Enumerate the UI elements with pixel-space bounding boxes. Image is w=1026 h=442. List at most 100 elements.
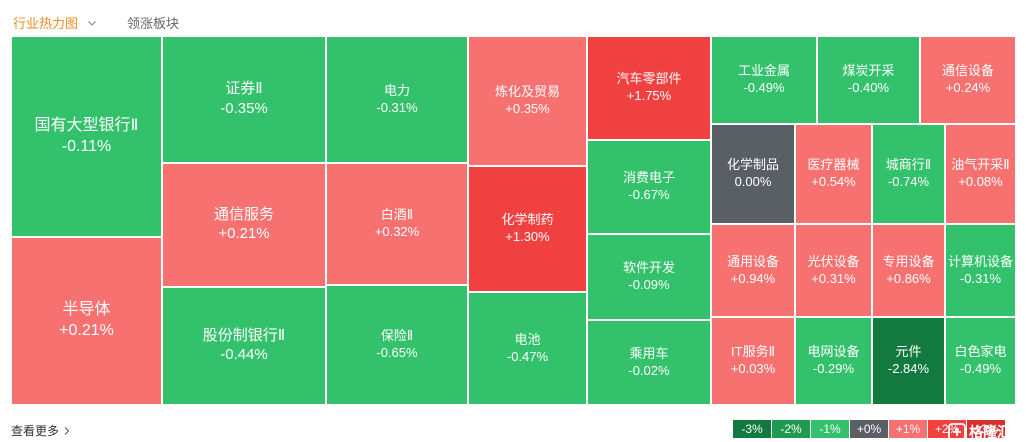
treemap-tile[interactable]: 股份制银行Ⅱ -0.44%: [162, 287, 326, 405]
legend-segment: +1%: [889, 420, 928, 438]
tile-sector-name: 煤炭开采: [842, 63, 895, 79]
treemap-tile[interactable]: 白色家电 -0.49%: [945, 317, 1016, 405]
treemap-tile[interactable]: 白酒Ⅱ +0.32%: [326, 163, 468, 285]
treemap-tile[interactable]: 半导体 +0.21%: [11, 237, 162, 405]
treemap-tile[interactable]: 软件开发 -0.09%: [587, 234, 711, 320]
tile-sector-name: 白酒Ⅱ: [380, 207, 414, 223]
treemap-tile[interactable]: 乘用车 -0.02%: [587, 320, 711, 405]
treemap-tile[interactable]: 通用设备 +0.94%: [711, 224, 795, 317]
tile-change-value: -0.09%: [628, 277, 670, 293]
watermark-logo: 格隆汇: [948, 421, 1011, 442]
treemap-tile[interactable]: 化学制药 +1.30%: [468, 166, 587, 292]
tile-change-value: +0.21%: [59, 322, 114, 340]
tile-sector-name: 半导体: [62, 301, 111, 319]
treemap-tile[interactable]: 化学制品 0.00%: [711, 124, 795, 224]
tile-change-value: -0.44%: [220, 346, 268, 364]
view-more-label: 查看更多: [11, 424, 60, 438]
tile-sector-name: 通用设备: [726, 253, 779, 269]
legend-segment: -3%: [733, 420, 772, 438]
tab-leading-sectors[interactable]: 领涨板块: [127, 16, 180, 31]
tile-change-value: -0.31%: [376, 99, 418, 115]
tile-change-value: +0.03%: [730, 361, 776, 377]
tile-change-value: -0.40%: [847, 80, 890, 96]
tile-change-value: -0.29%: [812, 361, 855, 377]
tile-sector-name: 通信设备: [941, 63, 994, 79]
tile-sector-name: 工业金属: [737, 63, 790, 79]
tile-change-value: -0.11%: [61, 137, 112, 155]
treemap-tile[interactable]: 通信设备 +0.24%: [920, 36, 1016, 124]
tile-sector-name: 白色家电: [954, 344, 1007, 360]
treemap-tile[interactable]: 汽车零部件 +1.75%: [587, 36, 711, 140]
tile-sector-name: 消费电子: [622, 170, 675, 186]
tile-sector-name: 元件: [895, 344, 922, 360]
treemap-tile[interactable]: 国有大型银行Ⅱ -0.11%: [11, 36, 162, 237]
tile-sector-name: 计算机设备: [947, 253, 1013, 269]
tile-change-value: -0.74%: [887, 174, 930, 190]
watermark-text: 格隆汇: [969, 424, 1011, 440]
treemap-tile[interactable]: 煤炭开采 -0.40%: [817, 36, 920, 124]
bottom-bar: 查看更多 -3% -2% -1% +0% +1% +2% +3% 格隆汇: [0, 412, 1026, 442]
tile-change-value: +0.35%: [505, 101, 550, 117]
chevron-down-icon[interactable]: [86, 17, 98, 29]
tile-change-value: +0.08%: [958, 174, 1003, 190]
tile-change-value: +1.75%: [626, 88, 672, 104]
treemap-tile[interactable]: 电池 -0.47%: [468, 292, 587, 405]
treemap-tile[interactable]: 电网设备 -0.29%: [795, 317, 872, 405]
tile-sector-name: 证券Ⅱ: [225, 80, 263, 97]
treemap-tile[interactable]: 证券Ⅱ -0.35%: [162, 36, 326, 163]
tile-sector-name: 炼化及贸易: [494, 84, 560, 100]
tab-industry-heatmap-label: 行业热力图: [13, 16, 79, 31]
top-tab-bar: 行业热力图 领涨板块: [0, 0, 1026, 36]
treemap-tile[interactable]: 城商行Ⅱ -0.74%: [872, 124, 945, 224]
tile-sector-name: 专用设备: [882, 253, 935, 269]
tile-change-value: -0.67%: [628, 187, 670, 203]
tile-sector-name: 电网设备: [807, 344, 860, 360]
treemap-tile[interactable]: 计算机设备 -0.31%: [945, 224, 1016, 317]
tile-change-value: -0.49%: [959, 361, 1002, 377]
tile-sector-name: 股份制银行Ⅱ: [202, 326, 286, 344]
tile-sector-name: 软件开发: [622, 260, 675, 276]
tile-change-value: +0.24%: [945, 80, 991, 96]
legend-segment: +0%: [850, 420, 889, 438]
tile-sector-name: 化学制药: [501, 212, 554, 228]
treemap-tile[interactable]: 光伏设备 +0.31%: [795, 224, 872, 317]
view-more-link[interactable]: 查看更多: [11, 422, 71, 439]
treemap-tile[interactable]: 元件 -2.84%: [872, 317, 945, 405]
tile-sector-name: 医疗器械: [807, 157, 860, 173]
tile-sector-name: 化学制品: [726, 157, 779, 173]
treemap-tile[interactable]: 电力 -0.31%: [326, 36, 468, 163]
treemap-tile[interactable]: 通信服务 +0.21%: [162, 163, 326, 287]
tile-change-value: -0.35%: [220, 99, 268, 117]
treemap-tile[interactable]: 工业金属 -0.49%: [711, 36, 817, 124]
gelonghui-logo-icon: [948, 423, 966, 441]
treemap-tile[interactable]: IT服务Ⅱ +0.03%: [711, 317, 795, 405]
tile-change-value: +0.21%: [218, 225, 270, 243]
tile-sector-name: IT服务Ⅱ: [731, 344, 775, 360]
treemap-tile[interactable]: 医疗器械 +0.54%: [795, 124, 872, 224]
treemap-tile[interactable]: 专用设备 +0.86%: [872, 224, 945, 317]
chevron-right-icon: [64, 426, 70, 435]
tile-sector-name: 电池: [514, 331, 541, 347]
tile-change-value: -0.49%: [743, 80, 785, 96]
tile-sector-name: 保险Ⅱ: [380, 328, 414, 344]
tile-sector-name: 乘用车: [629, 345, 669, 361]
treemap-tile[interactable]: 炼化及贸易 +0.35%: [468, 36, 587, 166]
treemap-tile[interactable]: 油气开采Ⅱ +0.08%: [945, 124, 1016, 224]
tile-change-value: -0.47%: [506, 348, 549, 364]
tile-sector-name: 国有大型银行Ⅱ: [34, 116, 139, 134]
tile-change-value: +0.32%: [374, 224, 420, 240]
legend-segment: -2%: [772, 420, 811, 438]
treemap-tile[interactable]: 消费电子 -0.67%: [587, 140, 711, 234]
industry-heatmap-treemap: 国有大型银行Ⅱ -0.11% 半导体 +0.21% 证券Ⅱ -0.35% 通信服务 +0.21…: [11, 36, 1016, 405]
tile-change-value: +0.86%: [886, 270, 931, 286]
tile-change-value: -2.84%: [887, 361, 930, 377]
tile-change-value: -0.65%: [376, 345, 418, 361]
legend-segment: +3%: [967, 420, 1006, 438]
tile-sector-name: 通信服务: [213, 205, 274, 223]
tile-change-value: 0.00%: [734, 174, 772, 190]
legend-segment: -1%: [811, 420, 850, 438]
tile-sector-name: 光伏设备: [807, 253, 860, 269]
tab-industry-heatmap[interactable]: 行业热力图: [13, 13, 98, 32]
treemap-tile[interactable]: 保险Ⅱ -0.65%: [326, 285, 468, 405]
tile-change-value: +0.54%: [811, 174, 856, 190]
